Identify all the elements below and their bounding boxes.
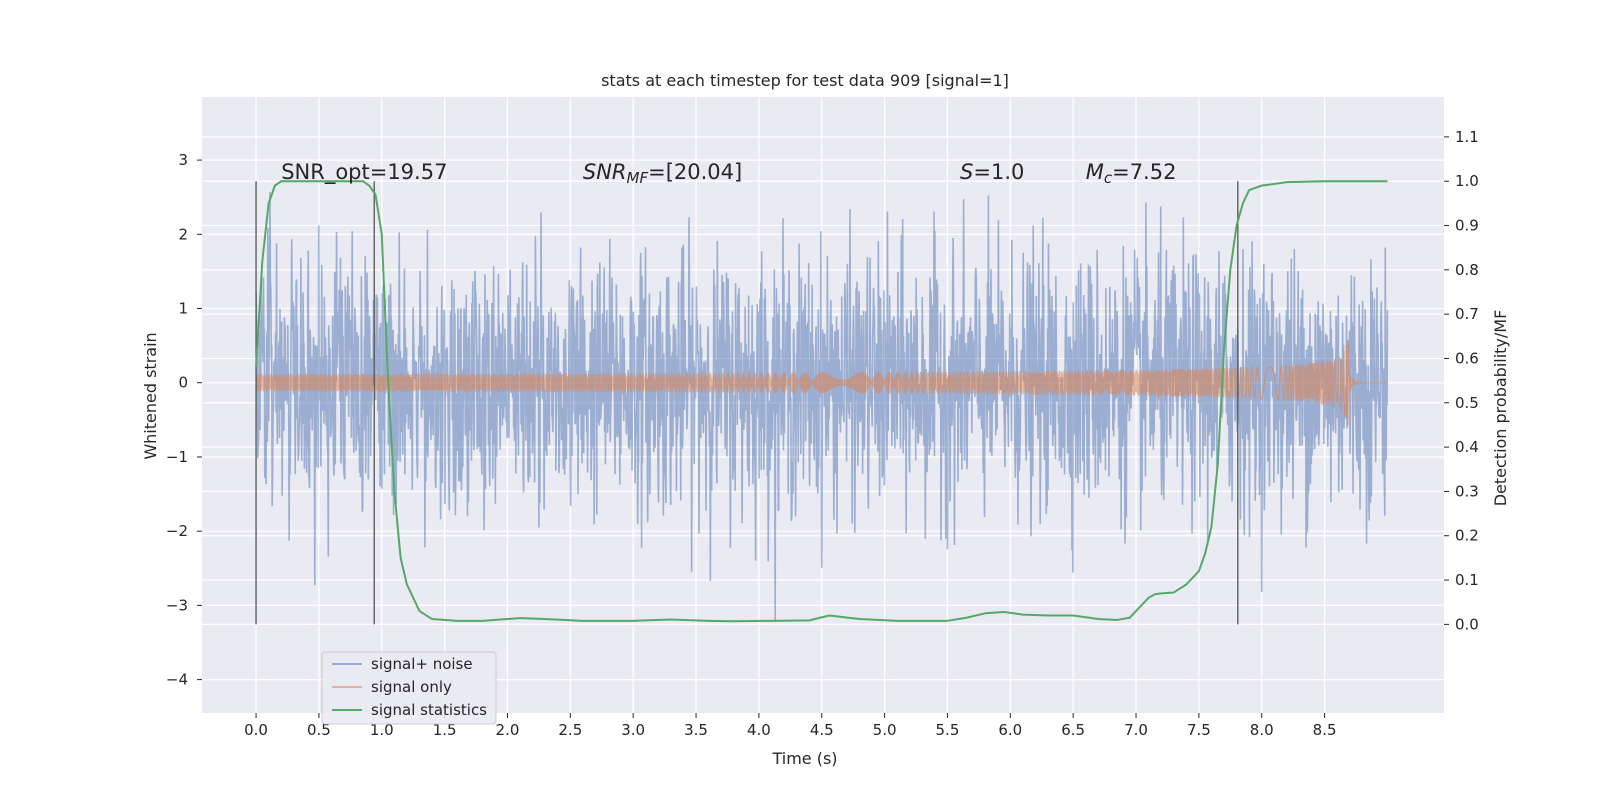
vertical-markers (255, 181, 1239, 625)
series-signal-statistics (255, 180, 1388, 623)
signal-only-line (255, 339, 1388, 426)
y2-tick-label: 1.0 (1455, 172, 1479, 190)
legend-box (321, 651, 497, 725)
x-tick-label: 3.0 (621, 721, 645, 739)
y2-tick-label: 0.9 (1455, 217, 1479, 235)
y2-tick-label: 0.6 (1455, 349, 1479, 367)
x-tick-label: 7.5 (1187, 721, 1211, 739)
x-tick-label: 2.0 (496, 721, 520, 739)
x-tick-label: 6.5 (1061, 721, 1085, 739)
legend-entry-signal-noise: signal+ noise (371, 655, 473, 673)
y2-tick-label: 0.7 (1455, 305, 1479, 323)
x-tick-label: 2.5 (558, 721, 582, 739)
y2-axis-label: Detection probability/MF (1491, 310, 1510, 507)
y-tick-label: −4 (166, 671, 188, 689)
legend-entry-signal-only: signal only (371, 678, 452, 696)
y2-tick-label: 1.1 (1455, 128, 1479, 146)
x-tick-label: 1.0 (370, 721, 394, 739)
x-tick-label: 8.0 (1250, 721, 1274, 739)
x-tick-label: 3.5 (684, 721, 708, 739)
y2-gridlines (202, 136, 1444, 626)
y2-tick-label: 0.3 (1455, 482, 1479, 500)
x-tick-label: 0.5 (307, 721, 331, 739)
annotation-text: SNRMF=[20.04] (583, 160, 742, 187)
y-axis-label: Whitened strain (141, 332, 160, 459)
x-tick-label: 1.5 (433, 721, 457, 739)
annotation-text: SNR_opt=19.57 (281, 160, 447, 185)
x-tick-label: 0.0 (244, 721, 268, 739)
y2-tick-label: 0.4 (1455, 438, 1479, 456)
annotations: SNR_opt=19.57 SNRMF=[20.04] S=1.0 Mc=7.52 (281, 160, 1176, 187)
x-tick-label: 7.0 (1124, 721, 1148, 739)
series-signal-only (255, 339, 1388, 426)
legend: signal+ noise signal only signal statist… (321, 651, 497, 725)
x-tick-label: 4.5 (810, 721, 834, 739)
legend-entry-signal-statistics: signal statistics (371, 701, 487, 719)
x-tick-label: 5.0 (873, 721, 897, 739)
y2-tick-label: 0.2 (1455, 527, 1479, 545)
x-tick-label: 4.0 (747, 721, 771, 739)
y2-tick-label: 0.0 (1455, 615, 1479, 633)
y2-tick-label: 0.1 (1455, 571, 1479, 589)
x-tick-label: 5.5 (936, 721, 960, 739)
signal-statistics-line (255, 180, 1388, 623)
y-tick-label: 1 (178, 300, 188, 318)
y2-tick-label: 0.5 (1455, 394, 1479, 412)
x-tick-label: 8.5 (1313, 721, 1337, 739)
y-tick-label: −3 (166, 596, 188, 614)
y-tick-label: 0 (178, 374, 188, 392)
y2-tick-label: 0.8 (1455, 261, 1479, 279)
chart-title: stats at each timestep for test data 909… (601, 71, 1009, 90)
x-axis-ticks: 0.0 0.5 1.0 1.5 2.0 2.5 3.0 3.5 4.0 4.5 5.0 5.5 6.0 6… (244, 713, 1337, 739)
y-axis-ticks: 3 2 1 0 −1 −2 −3 −4 (166, 151, 202, 689)
annotation-text: Mc=7.52 (1086, 160, 1177, 187)
x-axis-label: Time (s) (771, 749, 837, 768)
annotation-text: S=1.0 (960, 160, 1024, 184)
y-tick-label: −2 (166, 522, 188, 540)
y-tick-label: −1 (166, 448, 188, 466)
y-tick-label: 3 (178, 151, 188, 169)
y2-axis-ticks: 1.1 1.0 0.9 0.8 0.7 0.6 0.5 0.4 0.3 0.2 0.1 0.0 (1444, 128, 1479, 633)
x-tick-label: 6.0 (998, 721, 1022, 739)
y-tick-label: 2 (178, 225, 188, 243)
